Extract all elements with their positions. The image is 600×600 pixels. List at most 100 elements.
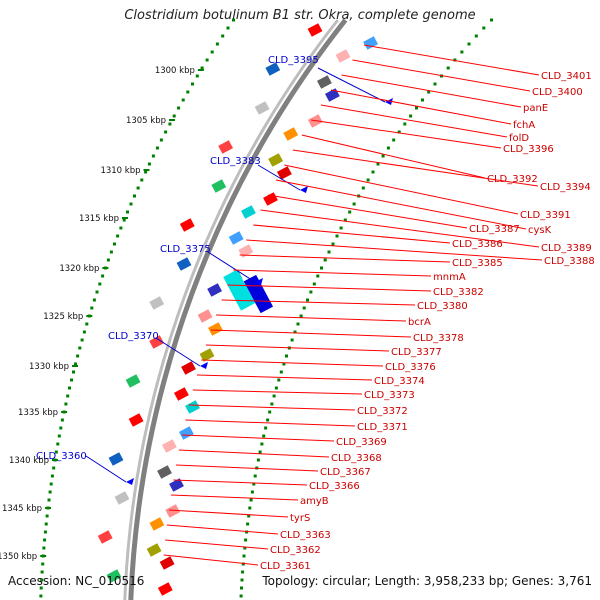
track-dot [264, 426, 268, 430]
gene-arrow [197, 309, 213, 323]
right-label-leader [284, 164, 519, 215]
gene-arrow [176, 257, 192, 271]
kbp-tick-mark [169, 119, 175, 121]
track-dot [258, 450, 262, 454]
track-dot [133, 194, 136, 198]
gene-arrow [157, 465, 172, 479]
right-label-leader [196, 374, 373, 381]
track-dot [239, 594, 243, 598]
right-gene-label: CLD_3369 [336, 437, 387, 448]
track-dot [39, 594, 43, 598]
right-label-leader [178, 449, 330, 458]
track-dot [49, 482, 53, 486]
gene-arrow [263, 192, 278, 206]
track-dot [482, 26, 486, 30]
track-dot [140, 178, 144, 182]
track-dot [256, 458, 260, 462]
right-label-leader [320, 104, 508, 138]
right-label-leader [201, 359, 384, 367]
right-gene-label: amyB [300, 496, 329, 507]
right-gene-label: tyrS [290, 513, 310, 524]
left-gene-label: CLD_3360 [36, 451, 87, 462]
kbp-tick-label: 1325 kbp [43, 312, 83, 322]
track-dot [446, 66, 450, 70]
track-dot [250, 490, 254, 494]
track-dot [262, 434, 266, 438]
track-dot [168, 122, 172, 126]
right-gene-label: CLD_3400 [532, 87, 583, 98]
track-dot [177, 106, 181, 110]
track-dot [129, 202, 133, 206]
track-dot [309, 290, 313, 294]
gene-arrow [97, 530, 113, 544]
track-dot [266, 418, 270, 422]
gene-arrow [238, 244, 254, 258]
right-label-leader [363, 44, 540, 76]
track-dot [56, 442, 60, 446]
track-dot [45, 514, 49, 518]
right-gene-label: mnmA [433, 272, 466, 283]
gene-arrow [178, 426, 194, 440]
left-gene-marker [300, 186, 308, 193]
track-dot [316, 274, 320, 278]
right-gene-label: CLD_3388 [544, 256, 595, 267]
track-dot [247, 514, 251, 518]
track-dot [323, 258, 327, 262]
right-label-leader [301, 134, 486, 179]
track-dot [101, 274, 105, 278]
track-dot [296, 322, 300, 326]
track-dot [490, 18, 493, 22]
track-dot [41, 562, 45, 566]
kbp-ticks: 1300 kbp 1305 kbp 1310 kbp 1315 kbp 1320 kbp… [0, 66, 204, 562]
track-dot [82, 330, 86, 334]
gene-arrow [207, 283, 223, 297]
track-dot [243, 546, 247, 550]
track-dot [68, 386, 71, 390]
track-dot [282, 362, 286, 366]
left-gene-marker [255, 278, 263, 285]
left-gene-label: CLD_3383 [210, 156, 261, 167]
track-dot [95, 290, 99, 294]
track-dot [366, 178, 370, 182]
right-label-leader [163, 554, 259, 566]
left-gene-marker [385, 98, 393, 105]
track-dot [66, 394, 70, 398]
right-label-leader [275, 179, 527, 230]
kbp-tick-mark [61, 411, 68, 413]
track-dot [348, 210, 352, 214]
track-dot [274, 386, 278, 390]
track-dot [43, 538, 47, 542]
gene-arrow [276, 166, 292, 180]
map-title: Clostridium botulinum B1 str. Okra, comp… [124, 8, 476, 23]
gene-arrow [179, 218, 195, 232]
gene-arrow [161, 439, 177, 453]
track-dot [181, 98, 185, 102]
right-label-leader [170, 494, 299, 501]
kbp-tick-label: 1315 kbp [79, 214, 119, 224]
track-dot [460, 50, 464, 54]
kbp-tick-mark [52, 459, 58, 461]
track-dot [244, 538, 248, 542]
right-gene-label: cysK [528, 225, 552, 236]
gene-arrow [149, 296, 165, 310]
left-label-leader [85, 455, 127, 483]
right-gene-label: CLD_3378 [413, 333, 464, 344]
track-dot [64, 402, 68, 406]
track-dot [191, 82, 194, 86]
gene-arrow [157, 582, 173, 596]
track-dot [221, 34, 225, 38]
track-dot [172, 114, 176, 118]
track-dot [302, 306, 306, 310]
track-dot [415, 106, 418, 110]
track-dot [72, 370, 75, 374]
gene-arrow [149, 335, 165, 349]
gene-arrow [265, 62, 281, 76]
gene-arrow [228, 231, 244, 245]
right-gene-label: CLD_3363 [280, 530, 331, 541]
gene-arrow [159, 556, 175, 570]
track-dot [386, 146, 390, 150]
track-dot [241, 562, 245, 566]
track-dot [232, 18, 235, 22]
gene-arrow [173, 387, 189, 401]
